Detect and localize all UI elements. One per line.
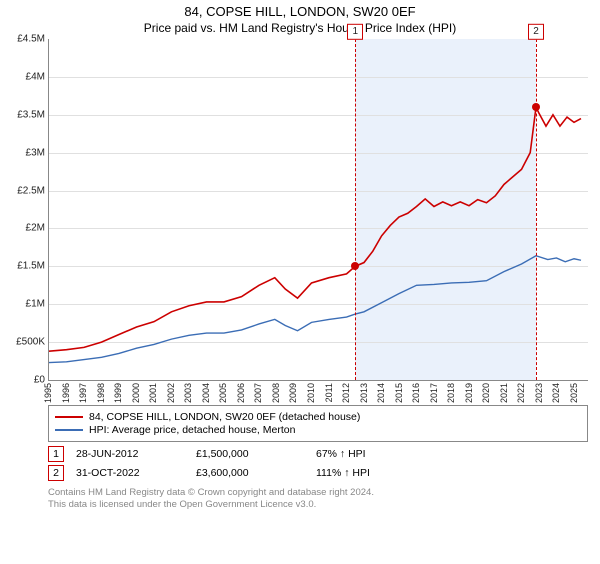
legend-item: 84, COPSE HILL, LONDON, SW20 0EF (detach… [55,411,581,423]
x-tick-label: 2010 [306,383,316,403]
attribution-text: Contains HM Land Registry data © Crown c… [48,487,588,512]
marker-vline [536,39,537,380]
x-tick-label: 2000 [131,383,141,403]
x-tick-label: 2021 [499,383,509,403]
x-tick-label: 2003 [183,383,193,403]
x-tick-label: 2005 [218,383,228,403]
page-subtitle: Price paid vs. HM Land Registry's House … [0,21,600,35]
marker-dot [532,103,540,111]
x-tick-label: 2008 [271,383,281,403]
y-tick-label: £1.5M [17,261,49,272]
sale-date: 31-OCT-2022 [76,467,196,479]
x-tick-label: 2022 [516,383,526,403]
x-tick-label: 2004 [201,383,211,403]
x-tick-label: 2001 [148,383,158,403]
x-tick-label: 2023 [534,383,544,403]
legend-box: 84, COPSE HILL, LONDON, SW20 0EF (detach… [48,405,588,442]
marker-vline [355,39,356,380]
x-tick-label: 2025 [569,383,579,403]
marker-number-box: 1 [347,24,363,40]
x-tick-label: 2007 [253,383,263,403]
sale-date: 28-JUN-2012 [76,448,196,460]
x-axis-labels: 1995199619971998199920002001200220032004… [48,381,588,399]
chart-area: £0£500K£1M£1.5M£2M£2.5M£3M£3.5M£4M£4.5M1… [48,39,588,399]
x-tick-label: 2024 [551,383,561,403]
x-tick-label: 2016 [411,383,421,403]
sales-table: 1 28-JUN-2012£1,500,00067% ↑ HPI 2 31-OCT-2… [48,446,588,481]
sale-hpi: 67% ↑ HPI [316,448,436,460]
sale-price: £1,500,000 [196,448,316,460]
legend-label: HPI: Average price, detached house, Mert… [89,424,295,436]
marker-dot [351,262,359,270]
x-tick-label: 2012 [341,383,351,403]
sale-price: £3,600,000 [196,467,316,479]
page-title: 84, COPSE HILL, LONDON, SW20 0EF [0,4,600,19]
y-tick-label: £4M [26,71,49,82]
x-tick-label: 2009 [288,383,298,403]
series-line [49,256,581,363]
series-line [49,107,581,351]
x-tick-label: 2013 [359,383,369,403]
sale-hpi: 111% ↑ HPI [316,467,436,479]
y-tick-label: £3M [26,147,49,158]
x-tick-label: 2014 [376,383,386,403]
x-tick-label: 1998 [96,383,106,403]
y-tick-label: £3.5M [17,109,49,120]
y-tick-label: £500K [16,337,49,348]
x-tick-label: 1996 [61,383,71,403]
legend-item: HPI: Average price, detached house, Mert… [55,424,581,436]
legend-label: 84, COPSE HILL, LONDON, SW20 0EF (detach… [89,411,360,423]
x-tick-label: 2015 [394,383,404,403]
marker-number-box: 2 [528,24,544,40]
sale-row: 1 28-JUN-2012£1,500,00067% ↑ HPI [48,446,588,462]
y-tick-label: £4.5M [17,34,49,45]
x-tick-label: 1997 [78,383,88,403]
sale-number-box: 2 [48,465,64,481]
x-tick-label: 2020 [481,383,491,403]
y-tick-label: £2M [26,223,49,234]
y-tick-label: £2.5M [17,185,49,196]
sale-row: 2 31-OCT-2022£3,600,000111% ↑ HPI [48,465,588,481]
x-tick-label: 2017 [429,383,439,403]
attribution-line: This data is licensed under the Open Gov… [48,499,588,511]
legend-swatch [55,416,83,418]
x-tick-label: 2006 [236,383,246,403]
x-tick-label: 2011 [324,383,334,402]
sale-number-box: 1 [48,446,64,462]
legend-swatch [55,429,83,431]
x-tick-label: 1999 [113,383,123,403]
plot-region: £0£500K£1M£1.5M£2M£2.5M£3M£3.5M£4M£4.5M1… [48,39,588,381]
x-tick-label: 2019 [464,383,474,403]
y-tick-label: £1M [26,299,49,310]
x-tick-label: 1995 [43,383,53,403]
x-tick-label: 2018 [446,383,456,403]
attribution-line: Contains HM Land Registry data © Crown c… [48,487,588,499]
x-tick-label: 2002 [166,383,176,403]
line-layer [49,39,588,380]
